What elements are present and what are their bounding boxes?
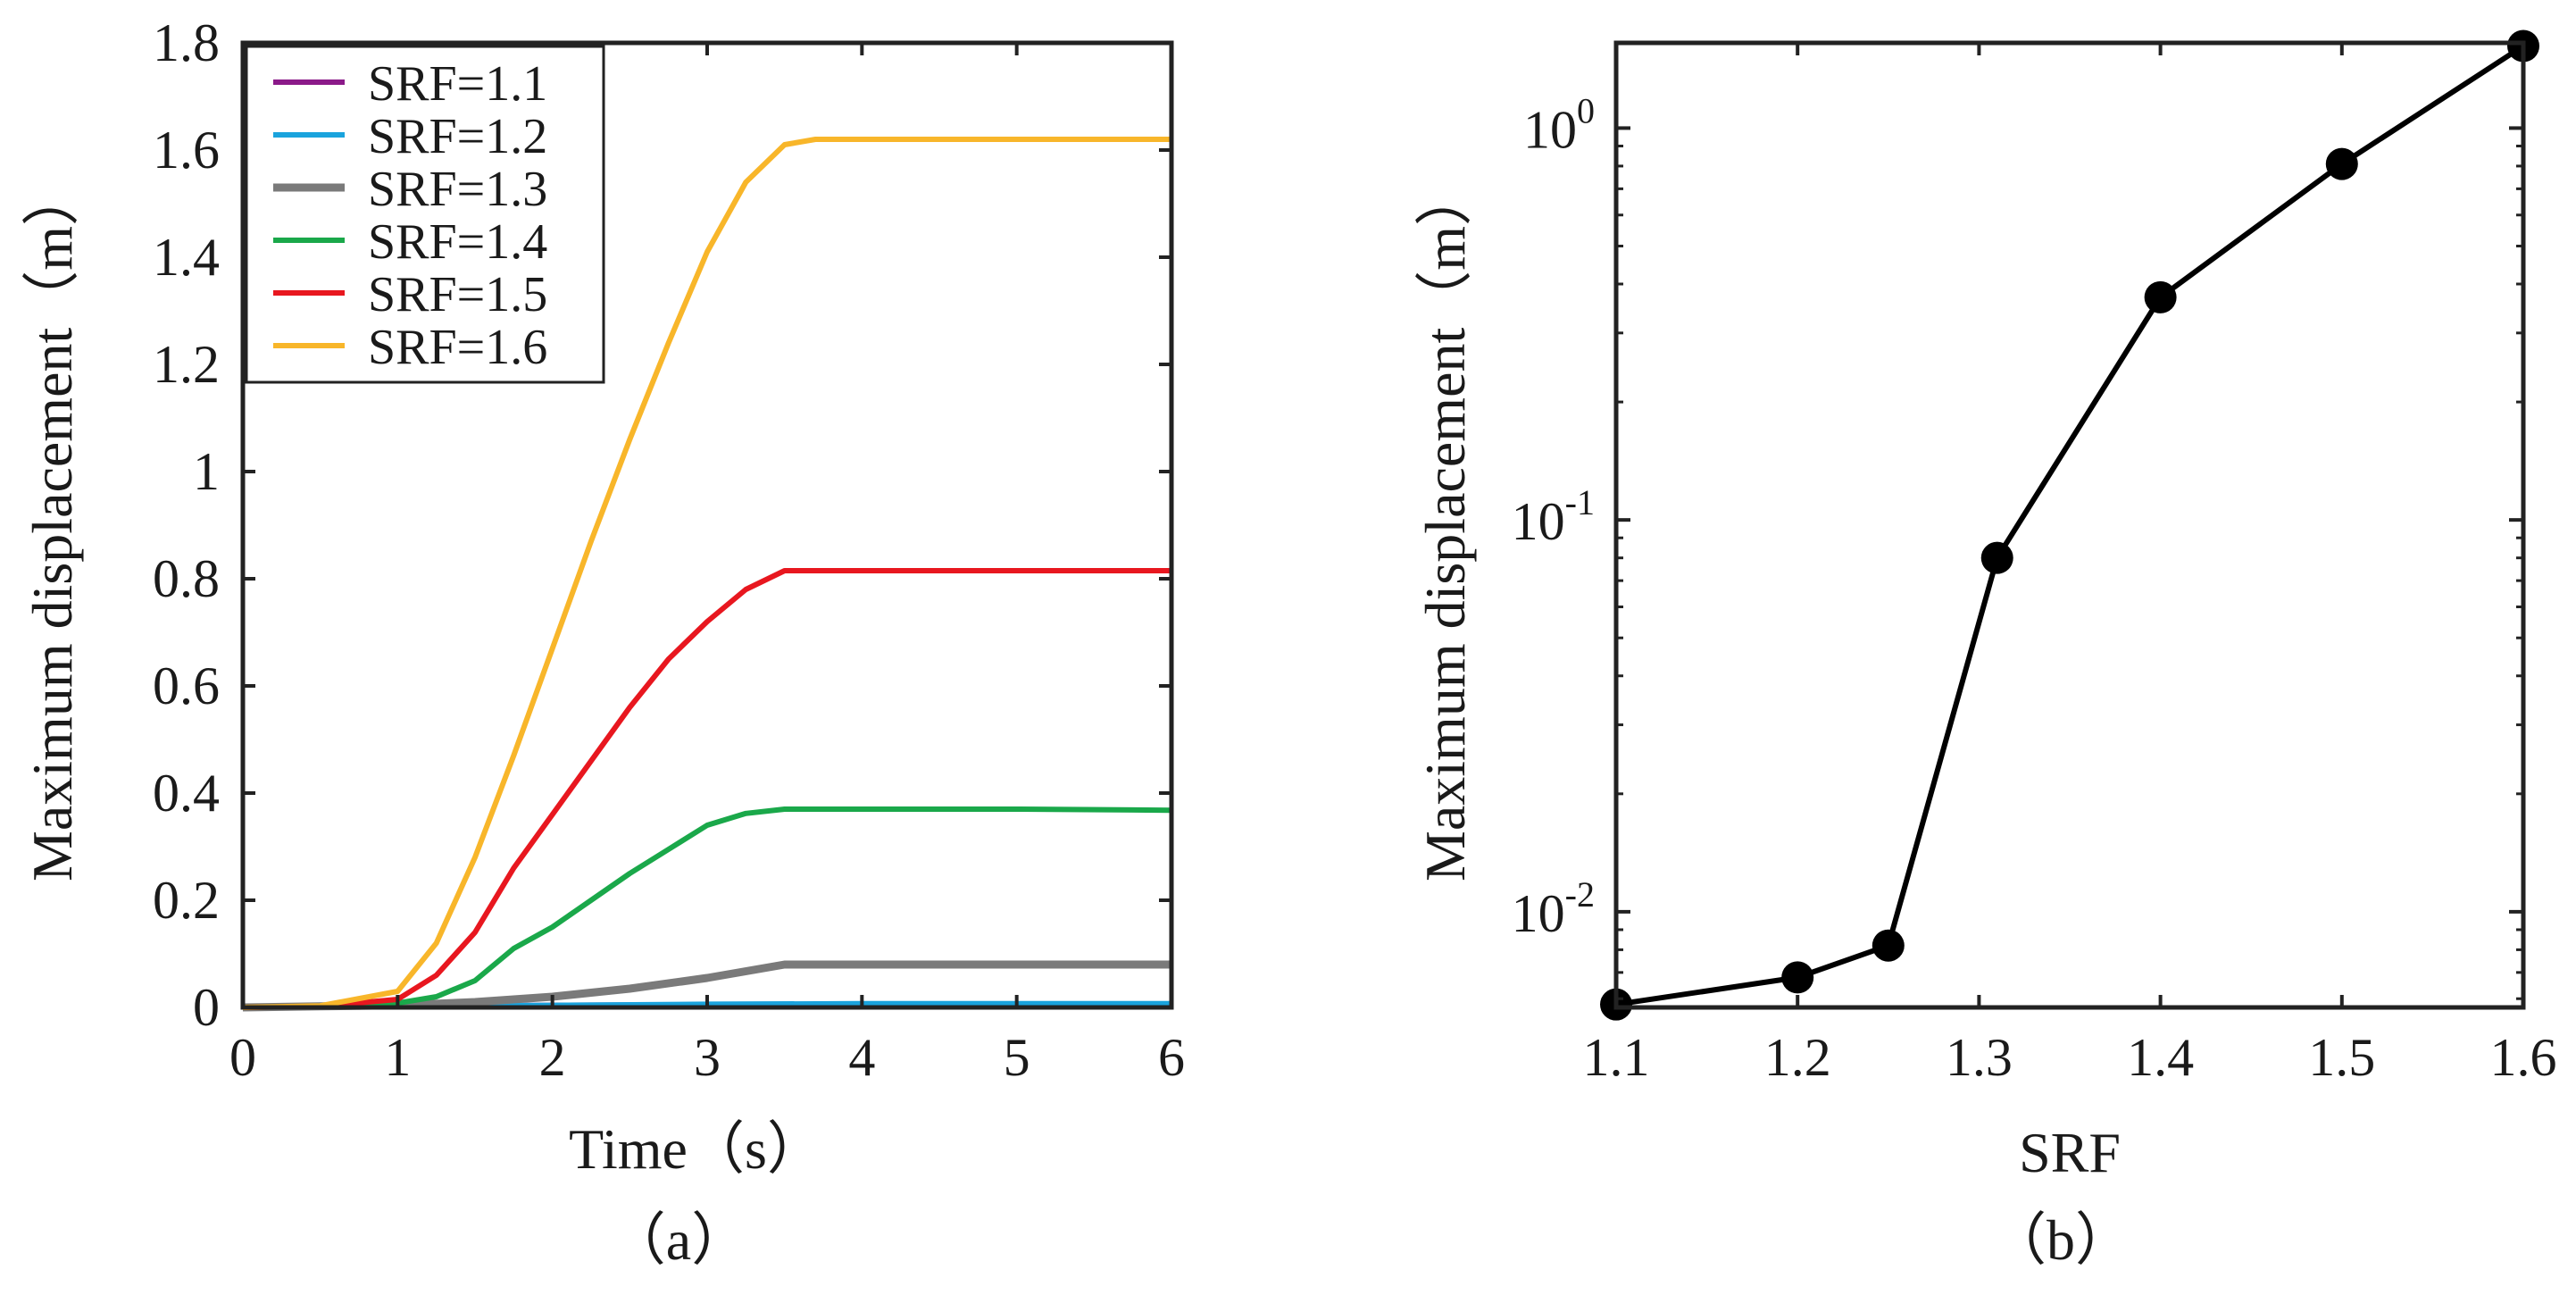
panel-b-log-chart: 1.1 1.2 1.3 1.4 1.5 1.6 10-2 10-1 100 SRF Maximu… (1413, 29, 2557, 1272)
x-tick-label: 2 (539, 1028, 566, 1087)
x-tick-label: 1.3 (1946, 1028, 2013, 1087)
legend-label: SRF=1.4 (368, 214, 547, 270)
data-point-srf-1-25 (1872, 929, 1905, 962)
panel-a-y-axis-title: Maximum displacement（m） (21, 169, 84, 881)
x-tick-label: 3 (694, 1028, 721, 1087)
x-tick-label: 4 (848, 1028, 875, 1087)
series-line-srf-1-5 (242, 568, 1171, 1010)
panel-b-x-axis-title: SRF (2019, 1121, 2121, 1184)
series-line (1615, 43, 2525, 1007)
data-point-srf-1-5 (2325, 147, 2358, 180)
y-tick-label: 1.6 (153, 121, 220, 180)
y-tick-label: 10-2 (1512, 874, 1595, 943)
y-tick-label: 0.6 (153, 656, 220, 715)
panel-b-series-group (1600, 29, 2539, 1021)
panel-a-legend: SRF=1.1SRF=1.2SRF=1.3SRF=1.4SRF=1.5SRF=1… (245, 45, 605, 384)
panel-a-caption: （a） (609, 1208, 748, 1272)
legend-label: SRF=1.1 (368, 56, 547, 112)
x-tick-label: 1.4 (2127, 1028, 2194, 1087)
y-tick-label: 0.2 (153, 871, 220, 930)
panel-b-ticks: 1.1 1.2 1.3 1.4 1.5 1.6 10-2 10-1 100 (1512, 43, 2557, 1087)
legend-label: SRF=1.3 (368, 162, 547, 217)
y-tick-label: 1.8 (153, 13, 220, 72)
y-tick-label: 0 (193, 978, 220, 1037)
x-tick-label: 1.5 (2308, 1028, 2375, 1087)
panel-a-line-chart: 0 1 2 3 4 5 6 0 0.2 0.4 0.6 0.8 1 1.2 1.4 1.6 1.8 SRF=1.… (21, 13, 1185, 1272)
panel-b-caption: （b） (1989, 1208, 2132, 1272)
panel-a-x-axis-title: Time（s） (569, 1117, 824, 1181)
y-tick-label: 0.4 (153, 764, 220, 823)
panel-b-y-axis-title: Maximum displacement（m） (1413, 169, 1477, 881)
legend-label: SRF=1.5 (368, 267, 547, 322)
data-point-srf-1-2 (1781, 961, 1814, 994)
data-point-srf-1-31 (1980, 541, 2013, 574)
data-point-srf-1-4 (2144, 280, 2177, 313)
panel-a-ticks: 0 1 2 3 4 5 6 0 0.2 0.4 0.6 0.8 1 1.2 1.4 1.6 1.8 (153, 13, 1185, 1087)
x-tick-label: 1.1 (1583, 1028, 1650, 1087)
legend-label: SRF=1.2 (368, 109, 547, 164)
y-tick-label: 100 (1523, 90, 1595, 159)
legend-label: SRF=1.6 (368, 320, 547, 375)
x-tick-label: 1.6 (2490, 1028, 2557, 1087)
x-tick-label: 6 (1158, 1028, 1185, 1087)
y-tick-label: 1.4 (153, 228, 220, 287)
series-line-srf-1-6 (242, 137, 1171, 1010)
legend-box (245, 45, 605, 384)
x-tick-label: 1 (384, 1028, 411, 1087)
x-tick-label: 1.2 (1764, 1028, 1831, 1087)
panel-b-plot-frame (1613, 40, 2526, 1010)
y-tick-label: 1 (193, 442, 220, 501)
series-line-srf-1-4 (242, 806, 1172, 1010)
x-tick-label: 0 (229, 1028, 256, 1087)
x-tick-label: 5 (1004, 1028, 1030, 1087)
y-tick-label: 1.2 (153, 335, 220, 394)
y-tick-label: 10-1 (1512, 482, 1595, 551)
y-tick-label: 0.8 (153, 549, 220, 608)
